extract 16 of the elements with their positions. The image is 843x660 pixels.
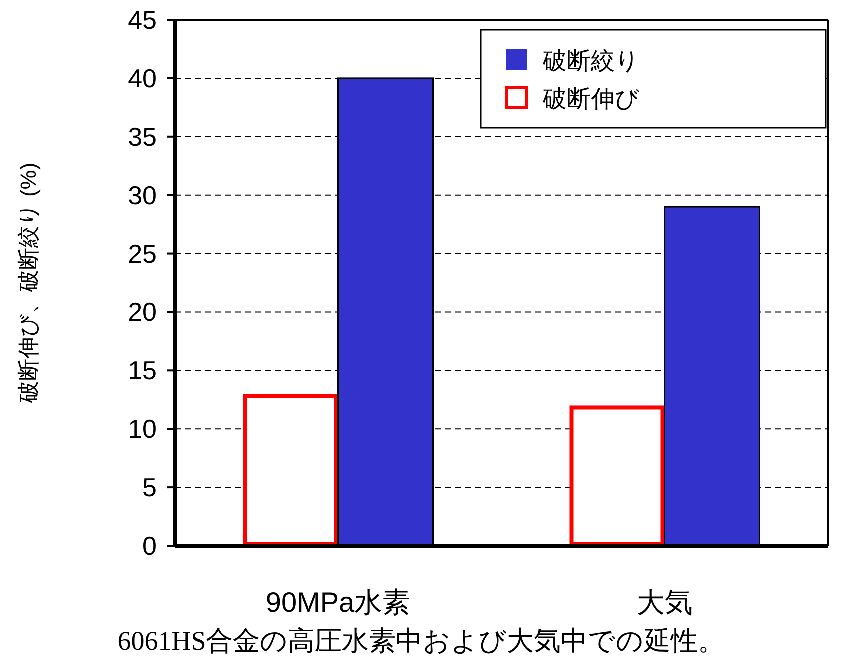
y-tick-label: 25	[128, 238, 157, 269]
y-tick-label: 5	[142, 472, 157, 503]
legend-label: 破断伸び	[542, 86, 640, 113]
y-axis-title: 破断伸び、破断絞り (%)	[16, 162, 41, 404]
y-tick-label: 35	[128, 122, 157, 152]
legend-label: 破断絞り	[542, 48, 640, 75]
y-tick-label: 10	[128, 414, 157, 444]
text: 6061HS合金の高圧水素中および大気中での延性。	[118, 626, 726, 656]
y-tick-label: 20	[128, 297, 157, 328]
y-tick-label: 0	[142, 531, 157, 561]
y-tick-label: 45	[128, 5, 157, 35]
y-tick-label: 30	[128, 180, 157, 210]
y-tick-label: 40	[128, 63, 157, 94]
x-tick-label: 90MPa水素	[266, 587, 411, 618]
x-tick-label: 大気	[636, 587, 693, 618]
y-tick-label: 15	[128, 356, 157, 386]
